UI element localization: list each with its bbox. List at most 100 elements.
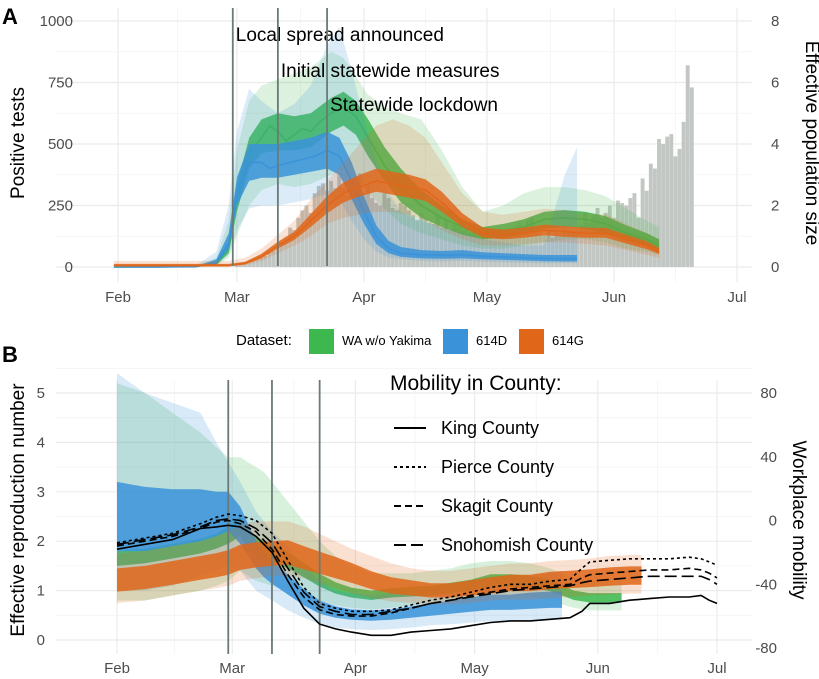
dataset-legend: Dataset: WA w/o Yakima 614D 614G: [236, 329, 584, 354]
median-614g: [113, 180, 660, 267]
positive-tests-bar: [480, 231, 485, 267]
positive-tests-bar: [407, 210, 411, 267]
panel-a-xtick: Feb: [105, 289, 131, 306]
positive-tests-bar: [439, 227, 444, 267]
positive-tests-bar: [296, 217, 301, 267]
event-label: Statewide lockdown: [330, 95, 498, 116]
panel-b-ytick: 4: [37, 434, 45, 451]
positive-tests-bar: [521, 227, 526, 267]
positive-tests-bar: [361, 193, 366, 267]
panel-b-ytick: 1: [37, 583, 45, 600]
panel-b-y2tick: 40: [760, 449, 777, 466]
positive-tests-bar: [566, 230, 571, 267]
panel-b-y2tick: 0: [769, 513, 777, 530]
panel-a-ylabel: Positive tests: [8, 87, 29, 199]
positive-tests-bar: [497, 228, 502, 267]
positive-tests-bar: [390, 207, 395, 267]
positive-tests-bar: [488, 232, 493, 267]
positive-tests-bar: [382, 193, 387, 267]
positive-tests-bar: [640, 178, 645, 267]
positive-tests-bar: [419, 212, 424, 267]
positive-tests-bar: [685, 65, 690, 267]
mobility-line-pierce-county: [116, 513, 718, 613]
mobility-legend: Mobility in County: King County Pierce C…: [390, 372, 593, 555]
positive-tests-bar: [312, 193, 317, 267]
positive-tests-bar: [554, 232, 559, 267]
positive-tests-bar: [603, 212, 608, 267]
positive-tests-bar: [562, 227, 567, 267]
positive-tests-bar: [546, 230, 551, 267]
panel-a-letter: A: [2, 4, 18, 29]
panel-a-xtick: May: [473, 289, 502, 306]
positive-tests-bar: [423, 217, 428, 267]
panel-b-letter: B: [2, 342, 18, 367]
positive-tests-bar: [472, 228, 477, 267]
positive-tests-bar: [509, 227, 514, 267]
panel-a-y2tick: 6: [771, 75, 779, 92]
panel-b-event-lines: [227, 380, 321, 654]
positive-tests-bar: [517, 222, 522, 267]
positive-tests-bar: [579, 225, 584, 267]
positive-tests-bar: [316, 185, 321, 267]
positive-tests-bar: [476, 230, 481, 267]
positive-tests-bar: [394, 210, 399, 267]
panel-a-ytick: 250: [48, 198, 73, 215]
panel-b-y2tick: -40: [755, 576, 777, 593]
positive-tests-bar: [398, 203, 403, 267]
positive-tests-bar: [550, 237, 555, 267]
positive-tests-bar: [673, 156, 678, 267]
positive-tests-bar: [493, 230, 497, 267]
band95-614d: [113, 27, 578, 268]
positive-tests-bar: [251, 260, 256, 267]
panel-b-xtick: Feb: [104, 660, 130, 677]
positive-tests-bar: [575, 230, 579, 267]
positive-tests-bar: [402, 205, 407, 267]
panel-b-ytick: 2: [37, 533, 45, 550]
positive-tests-bar: [570, 232, 575, 267]
positive-tests-bar: [447, 230, 452, 267]
positive-tests-bar: [300, 210, 305, 267]
positive-tests-bar: [652, 168, 657, 267]
positive-tests-bar: [538, 232, 543, 267]
panel-b-ytick: 3: [37, 484, 45, 501]
positive-tests-bar: [558, 235, 563, 267]
positive-tests-bar: [320, 183, 325, 267]
positive-tests-bar: [591, 215, 596, 267]
rt-band50-614g: [117, 540, 642, 598]
positive-tests-bar: [288, 227, 293, 267]
positive-tests-bar: [443, 220, 448, 267]
mobility-line-skagit-county: [116, 519, 718, 617]
event-label: Local spread announced: [236, 25, 444, 46]
positive-tests-bar: [255, 259, 260, 267]
panel-a-event-lines: Local spread announced Initial statewide …: [231, 8, 500, 266]
panel-a-ticks: Feb Mar Apr May Jun Jul 0 250 500 750 1000 0 2 4 6 8: [40, 13, 780, 306]
positive-tests-bar: [669, 134, 674, 267]
panel-b-xtick: May: [460, 660, 489, 677]
panel-a-ytick: 750: [48, 75, 73, 92]
mobility-lines: [116, 513, 718, 637]
panel-a-ytick: 500: [48, 136, 73, 153]
positive-tests-bar: [304, 205, 309, 267]
panel-b-xtick: Mar: [219, 660, 245, 677]
panel-b-xtick: Apr: [344, 660, 367, 677]
legend-label-wa: WA w/o Yakima: [342, 333, 432, 348]
positive-tests-bar: [456, 227, 461, 267]
positive-tests-bar: [599, 217, 604, 267]
positive-tests-bar: [284, 237, 288, 267]
panel-a-y2label: Effective population size: [801, 41, 819, 246]
legend-label-614g: 614G: [552, 333, 584, 348]
median-614d: [113, 149, 578, 268]
panel-a-xtick: Mar: [224, 289, 250, 306]
positive-tests-bar: [644, 190, 649, 267]
positive-tests-bar: [357, 173, 362, 267]
event-label: Initial statewide measures: [281, 61, 500, 82]
positive-tests-bar: [271, 251, 276, 267]
positive-tests-bar: [292, 230, 297, 267]
positive-tests-bar: [529, 217, 534, 267]
mobility-label-snohomish: Snohomish County: [441, 535, 593, 555]
positive-tests-bar: [279, 242, 284, 267]
positive-tests-bar: [587, 222, 592, 267]
positive-tests-bar: [468, 232, 473, 267]
panel-a-y2tick: 0: [771, 259, 779, 276]
positive-tests-bar: [681, 121, 686, 267]
